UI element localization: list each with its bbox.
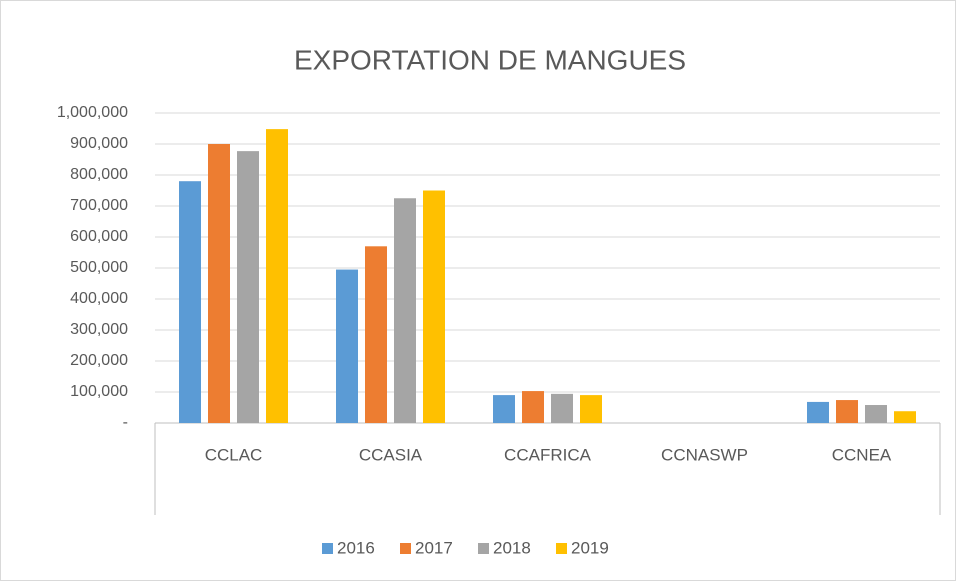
y-tick-label: 800,000 bbox=[70, 166, 128, 183]
bar bbox=[237, 151, 259, 423]
x-tick-label: CCAFRICA bbox=[504, 445, 592, 464]
bar bbox=[580, 395, 602, 423]
legend-swatch bbox=[478, 543, 489, 554]
y-tick-label: 600,000 bbox=[70, 228, 128, 245]
legend-swatch bbox=[556, 543, 567, 554]
y-tick-label: 1,000,000 bbox=[57, 104, 128, 121]
bar bbox=[365, 246, 387, 423]
legend-label: 2018 bbox=[493, 538, 531, 557]
x-tick-label: CCLAC bbox=[205, 445, 263, 464]
bar bbox=[208, 144, 230, 423]
bar bbox=[865, 405, 887, 423]
y-tick-label: 100,000 bbox=[70, 383, 128, 400]
legend-label: 2016 bbox=[337, 538, 375, 557]
y-tick-label: 700,000 bbox=[70, 197, 128, 214]
y-tick-label: - bbox=[123, 414, 128, 431]
bar bbox=[551, 393, 573, 423]
bar bbox=[266, 129, 288, 423]
y-tick-label: 500,000 bbox=[70, 259, 128, 276]
bar bbox=[394, 198, 416, 423]
legend-label: 2017 bbox=[415, 538, 453, 557]
bar bbox=[493, 395, 515, 423]
y-tick-label: 900,000 bbox=[70, 135, 128, 152]
bar bbox=[179, 181, 201, 423]
x-tick-label: CCASIA bbox=[359, 445, 423, 464]
y-tick-label: 400,000 bbox=[70, 290, 128, 307]
x-tick-label: CCNEA bbox=[832, 445, 892, 464]
bar bbox=[836, 400, 858, 423]
bar bbox=[522, 391, 544, 423]
legend-label: 2019 bbox=[571, 538, 609, 557]
bar bbox=[423, 190, 445, 423]
legend-swatch bbox=[322, 543, 333, 554]
bar bbox=[894, 411, 916, 423]
legend-swatch bbox=[400, 543, 411, 554]
bar bbox=[807, 401, 829, 423]
y-tick-label: 200,000 bbox=[70, 352, 128, 369]
x-tick-label: CCNASWP bbox=[661, 445, 748, 464]
chart-title: EXPORTATION DE MANGUES bbox=[294, 44, 686, 75]
y-tick-label: 300,000 bbox=[70, 321, 128, 338]
bar bbox=[336, 269, 358, 423]
